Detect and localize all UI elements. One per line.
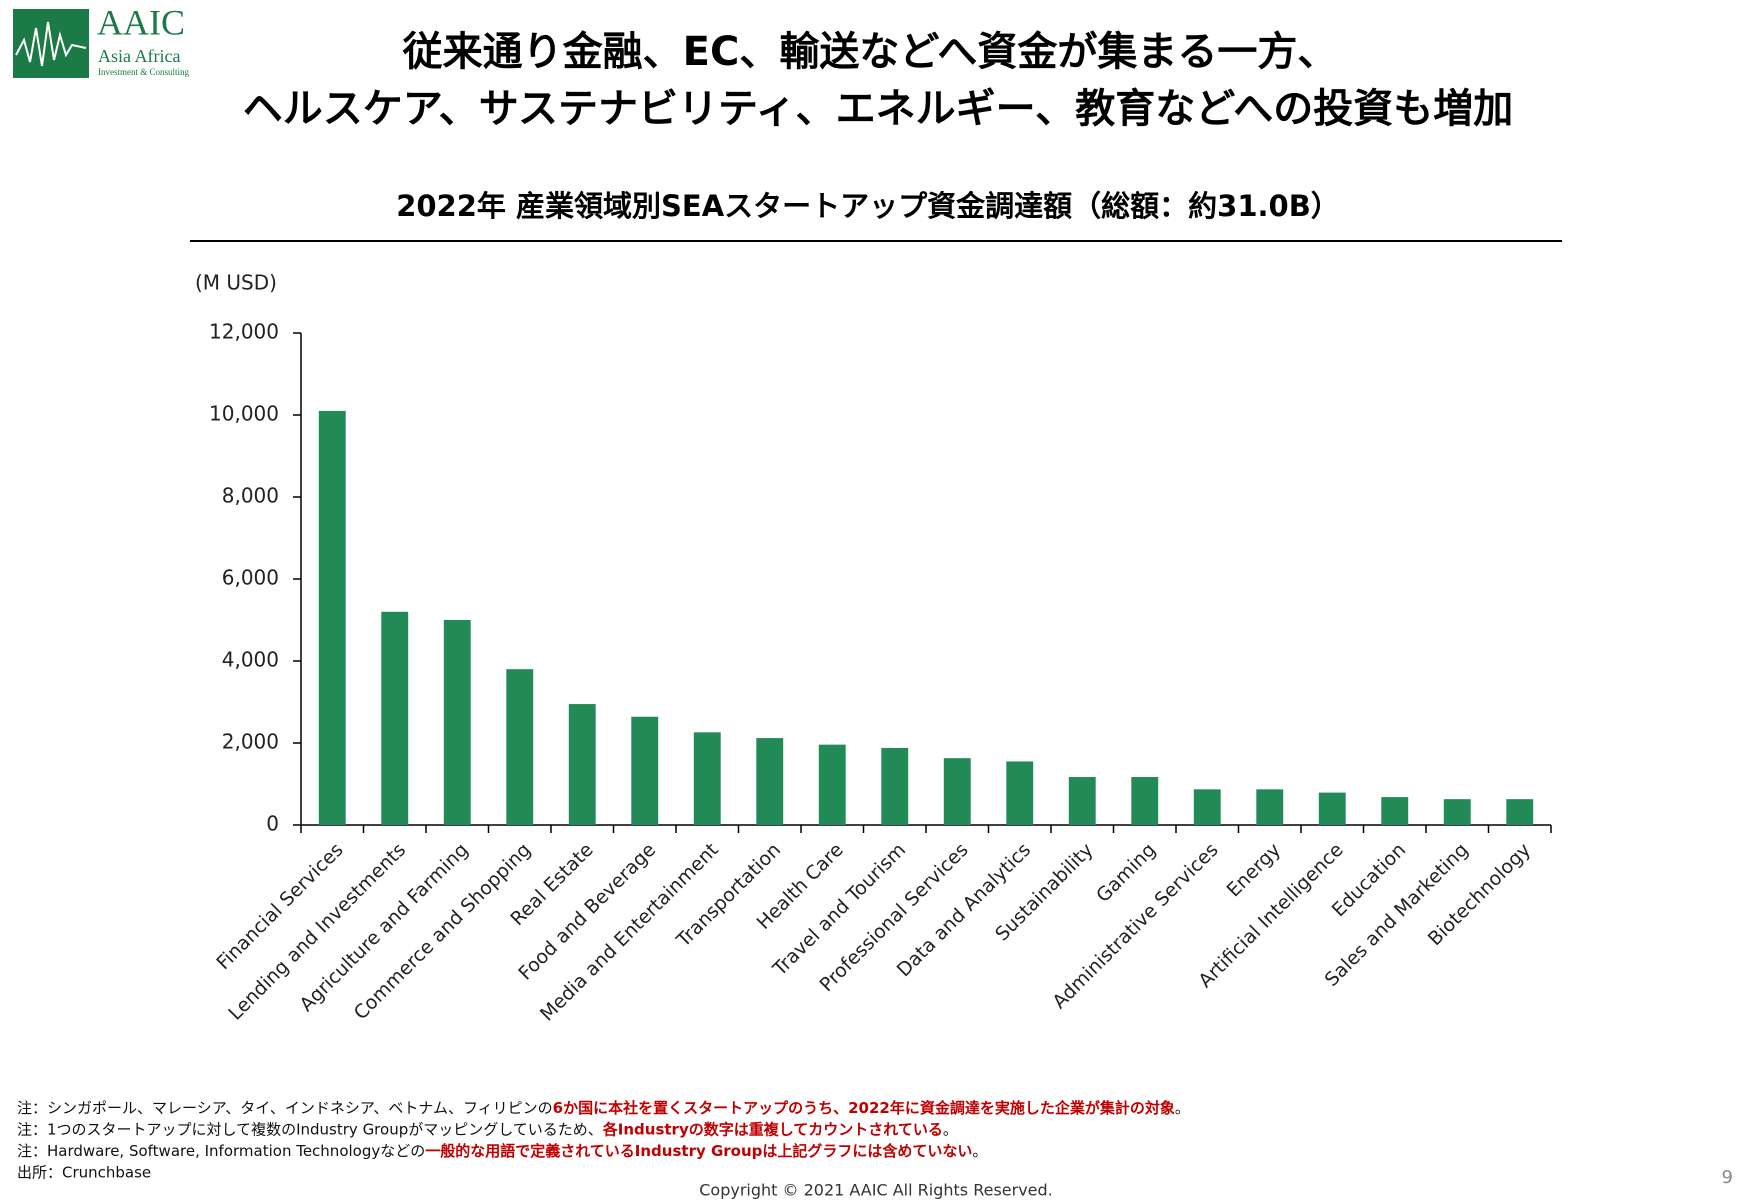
bar bbox=[1443, 799, 1471, 825]
y-tick-label: 8,000 bbox=[222, 484, 279, 508]
logo-wave bbox=[15, 21, 87, 67]
title-line: 従来通り金融、EC、輸送などへ資金が集まる一方、 bbox=[402, 29, 1338, 75]
bar bbox=[1131, 777, 1159, 825]
logo-line2: Investment & Consulting bbox=[98, 67, 189, 77]
bar bbox=[443, 620, 471, 825]
copyright: Copyright © 2021 AAIC All Rights Reserve… bbox=[699, 1181, 1053, 1200]
note-segment: 。 bbox=[943, 1120, 958, 1138]
bar bbox=[381, 611, 409, 825]
page-number: 9 bbox=[1722, 1167, 1733, 1188]
chart-title: 2022年 産業領域別SEAスタートアップ資金調達額（総額：約31.0B） bbox=[396, 189, 1340, 223]
note: 注：Hardware, Software, Information Techno… bbox=[17, 1142, 987, 1160]
note-segment: 一般的な用語で定義されているIndustry Groupは上記グラフには含めてい… bbox=[425, 1142, 972, 1160]
bar bbox=[631, 716, 659, 825]
y-tick-label: 0 bbox=[266, 812, 279, 836]
bar bbox=[693, 732, 721, 825]
title-line: ヘルスケア、サステナビリティ、エネルギー、教育などへの投資も増加 bbox=[243, 86, 1513, 132]
x-tick-label: Energy bbox=[1223, 839, 1286, 902]
note-segment: 注：シンガポール、マレーシア、タイ、インドネシア、ベトナム、フィリピンの bbox=[17, 1099, 553, 1117]
y-tick-label: 2,000 bbox=[222, 730, 279, 754]
note-segment: 出所：Crunchbase bbox=[17, 1163, 151, 1181]
bar bbox=[1193, 789, 1221, 825]
y-tick-label: 10,000 bbox=[209, 402, 279, 426]
bar bbox=[1006, 761, 1034, 825]
note-segment: 注：Hardware, Software, Information Techno… bbox=[17, 1142, 425, 1160]
bar bbox=[818, 744, 846, 825]
bar bbox=[1506, 799, 1534, 825]
bar bbox=[1381, 797, 1409, 825]
y-tick-label: 4,000 bbox=[222, 648, 279, 672]
bar bbox=[1256, 789, 1284, 825]
note: 注：1つのスタートアップに対して複数のIndustry Groupがマッピングし… bbox=[17, 1120, 958, 1138]
bar bbox=[756, 738, 784, 825]
y-tick-label: 6,000 bbox=[222, 566, 279, 590]
bar bbox=[568, 704, 596, 825]
logo-line1: Asia Africa bbox=[98, 46, 180, 66]
bar bbox=[318, 410, 346, 825]
logo-name: AAIC bbox=[97, 2, 185, 42]
note-segment: 注：1つのスタートアップに対して複数のIndustry Groupがマッピングし… bbox=[17, 1120, 603, 1138]
y-axis-label: (M USD) bbox=[195, 271, 277, 295]
bar bbox=[1068, 777, 1096, 825]
note: 出所：Crunchbase bbox=[17, 1163, 151, 1181]
note-segment: 各Industryの数字は重複してカウントされている bbox=[602, 1120, 943, 1138]
note: 注：シンガポール、マレーシア、タイ、インドネシア、ベトナム、フィリピンの6か国に… bbox=[17, 1099, 1190, 1117]
bar bbox=[1318, 792, 1346, 825]
note-segment: 6か国に本社を置くスタートアップのうち、2022年に資金調達を実施した企業が集計… bbox=[553, 1099, 1175, 1117]
y-tick-label: 12,000 bbox=[209, 320, 279, 344]
bar bbox=[506, 669, 534, 825]
bar bbox=[943, 758, 971, 825]
bar bbox=[881, 747, 909, 825]
logo: AAIC Asia Africa Investment & Consulting bbox=[13, 2, 189, 78]
note-segment: 。 bbox=[1175, 1099, 1190, 1117]
note-segment: 。 bbox=[972, 1142, 987, 1160]
